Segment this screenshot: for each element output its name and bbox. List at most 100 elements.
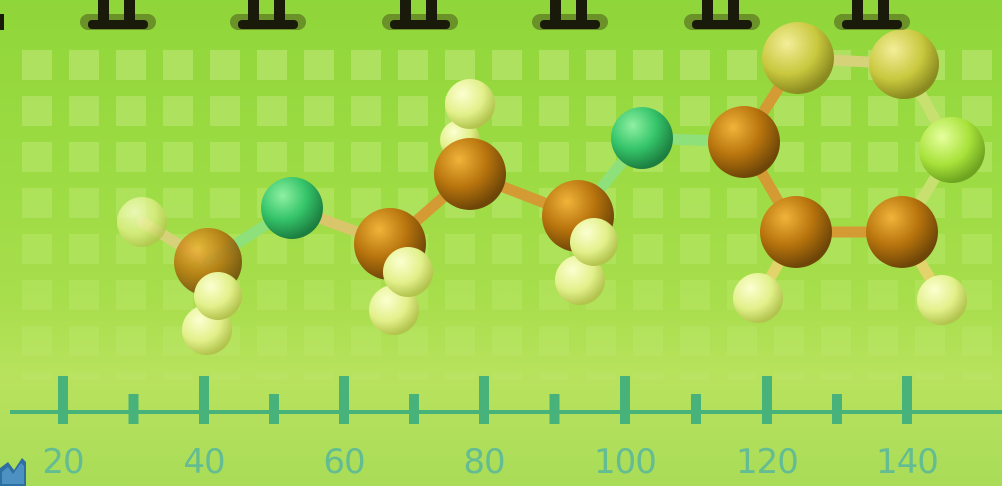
grid-square (257, 372, 287, 380)
grid-square (257, 280, 287, 310)
grid-square (445, 234, 475, 264)
grid-square (304, 280, 334, 310)
ruler-major-tick (199, 376, 209, 424)
grid-square (69, 326, 99, 356)
hydrogen-atom (445, 79, 495, 129)
pin-marker-part (842, 20, 902, 29)
grid-square (257, 326, 287, 356)
grid-square (915, 326, 945, 356)
pin-marker-part (238, 20, 298, 29)
grid-square (22, 326, 52, 356)
grid-square (492, 96, 522, 126)
pin-marker-part (98, 0, 109, 26)
ruler-label-60: 60 (323, 442, 365, 482)
hydrogen-atom (917, 275, 967, 325)
grid-square (821, 280, 851, 310)
ruler-label-120: 120 (736, 442, 799, 482)
pin-marker-part (0, 14, 4, 30)
nitrogen-atom (611, 107, 673, 169)
ruler-major-tick (479, 376, 489, 424)
pin-marker-part (576, 0, 587, 26)
grid-square (163, 50, 193, 80)
grid-square (868, 372, 898, 380)
grid-square (163, 96, 193, 126)
grid-square (962, 280, 992, 310)
signal-icon (0, 458, 26, 486)
grid-square (868, 96, 898, 126)
grid-square (821, 142, 851, 172)
grid-square (539, 372, 569, 380)
grid-square (257, 96, 287, 126)
pin-marker-icon (834, 0, 910, 30)
pin-marker-icon (382, 0, 458, 30)
grid-square (962, 372, 992, 380)
grid-square (868, 142, 898, 172)
grid-square (257, 50, 287, 80)
grid-square (69, 50, 99, 80)
grid-square (22, 142, 52, 172)
grid-square (304, 326, 334, 356)
grid-square (539, 142, 569, 172)
ruler-major-tick (620, 376, 630, 424)
grid-square (210, 142, 240, 172)
grid-square (398, 96, 428, 126)
grid-square (492, 326, 522, 356)
grid-square (962, 188, 992, 218)
grid-square (69, 234, 99, 264)
grid-square (398, 50, 428, 80)
ruler-label-100: 100 (594, 442, 657, 482)
hydrogen-atom (369, 285, 419, 335)
ruler-major-tick (339, 376, 349, 424)
grid-square (163, 142, 193, 172)
pin-marker-part (88, 20, 148, 29)
ring-atom (762, 22, 834, 94)
grid-square (116, 372, 146, 380)
pin-marker-part (390, 20, 450, 29)
grid-square (633, 188, 663, 218)
grid-square (304, 372, 334, 380)
grid-square (821, 96, 851, 126)
grid-square (210, 50, 240, 80)
grid-square (586, 372, 616, 380)
hydrogen-atom (383, 247, 433, 297)
grid-square (492, 234, 522, 264)
grid-square (69, 96, 99, 126)
grid-square (69, 142, 99, 172)
grid-square (680, 96, 710, 126)
ring-atom (919, 117, 985, 183)
grid-square (680, 188, 710, 218)
grid-square (492, 50, 522, 80)
grid-square (868, 326, 898, 356)
grid-square (22, 188, 52, 218)
grid-square (116, 50, 146, 80)
grid-square (22, 234, 52, 264)
ruler-major-tick (902, 376, 912, 424)
grid-square (304, 234, 334, 264)
carbon-atom (760, 196, 832, 268)
grid-square (680, 234, 710, 264)
grid-square (445, 280, 475, 310)
grid-square (727, 326, 757, 356)
pin-marker-part (124, 0, 135, 26)
grid-square (257, 142, 287, 172)
grid-square (398, 142, 428, 172)
pin-marker-icon (80, 0, 156, 30)
grid-square (539, 96, 569, 126)
grid-square (633, 280, 663, 310)
pin-marker-icon (684, 0, 760, 30)
grid-square (680, 326, 710, 356)
grid-square (774, 326, 804, 356)
grid-square (304, 142, 334, 172)
grid-square (445, 372, 475, 380)
grid-square (22, 280, 52, 310)
grid-square (492, 372, 522, 380)
grid-square (22, 372, 52, 380)
grid-square (680, 372, 710, 380)
grid-square (492, 280, 522, 310)
carbon-atom (866, 196, 938, 268)
grid-square (727, 234, 757, 264)
hydrogen-atom (555, 255, 605, 305)
grid-square (774, 96, 804, 126)
ruler-major-tick (762, 376, 772, 424)
grid-square (304, 50, 334, 80)
